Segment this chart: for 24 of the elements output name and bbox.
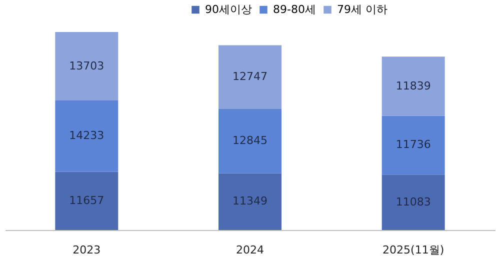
legend-label: 89-80세 [273,2,316,16]
bar [218,173,282,230]
data-label: 11349 [232,194,268,208]
data-label: 11083 [396,195,431,208]
data-label: 13703 [69,59,104,72]
data-label: 11657 [69,194,104,207]
legend-label: 79세 이하 [337,2,388,16]
bar [382,56,445,116]
bar [55,100,118,172]
bar [382,174,445,230]
data-label: 12747 [232,70,268,84]
data-label: 14233 [69,129,104,142]
x-tick-label: 2024 [236,244,264,256]
x-tick-label: 2025(11월) [382,244,444,256]
data-label: 11736 [396,138,431,152]
data-label: 12845 [232,134,268,148]
bar [55,172,118,230]
x-tick-label: 2023 [72,244,101,256]
bar [218,45,282,110]
bar [218,109,282,174]
bar [55,32,118,101]
bar [382,116,445,175]
legend-label: 90세이상 [205,2,252,16]
data-label: 11839 [396,79,431,92]
